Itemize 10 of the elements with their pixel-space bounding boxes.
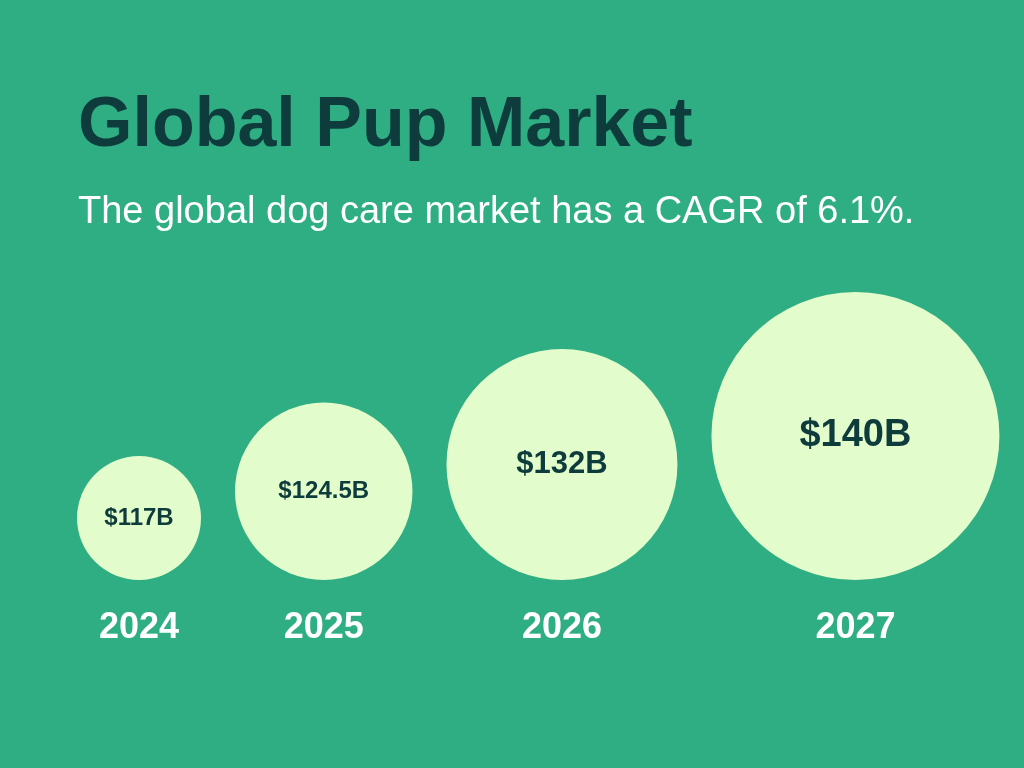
data-label: $124.5B (278, 475, 370, 503)
category-label: 2026 (521, 604, 602, 646)
category-label: 2024 (98, 604, 180, 646)
data-label: $140B (799, 412, 912, 455)
data-label: $132B (516, 445, 608, 481)
text: The global dog care market has a CAGR of 6.1%. (78, 189, 915, 232)
category-label: 2025 (283, 604, 364, 646)
text: Global Pup Market (78, 83, 693, 161)
data-label: $117B (104, 502, 174, 530)
category-label: 2027 (815, 604, 896, 646)
